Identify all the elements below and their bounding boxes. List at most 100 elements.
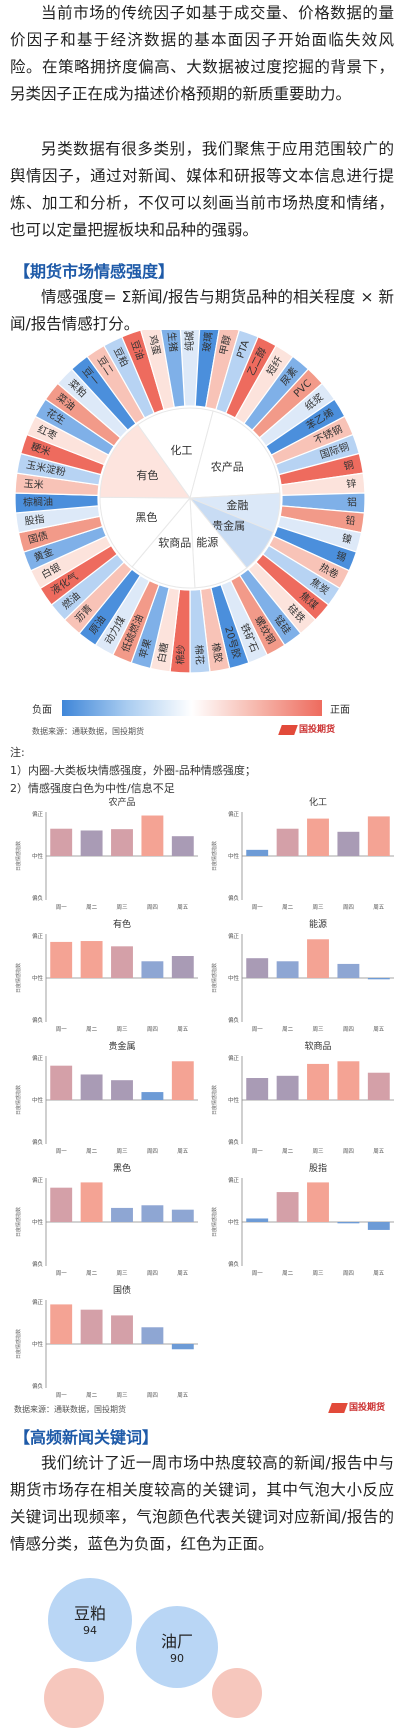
outer-label: 白糖 [155, 642, 171, 664]
source-note-2: 数据来源：通联数据，国投期货 [14, 1405, 126, 1414]
panel-7: 股指 日度情感指数 偏正 中性 偏负 周一 周二 周三 周四 周五 [208, 1162, 398, 1280]
panel-4: 贵金属 日度情感指数 偏正 中性 偏负 周一 周二 周三 周四 周五 [12, 1040, 202, 1158]
bar [367, 1072, 390, 1100]
y-tick-label: 中性 [228, 1096, 240, 1104]
bar [307, 1063, 329, 1100]
y-tick-label: 中性 [32, 974, 44, 982]
y-tick-label: 偏负 [32, 1260, 44, 1268]
x-tick-label: 周三 [312, 1270, 324, 1277]
inner-label: 有色 [136, 468, 158, 482]
panel-6: 黑色 日度情感指数 偏正 中性 偏负 周一 周二 周三 周四 周五 [12, 1162, 202, 1280]
outer-label: 锌 [346, 477, 357, 491]
y-tick-label: 中性 [32, 1096, 44, 1104]
y-tick-label: 偏正 [228, 932, 240, 940]
x-tick-label: 周四 [147, 1148, 158, 1155]
x-tick-label: 周四 [147, 1392, 158, 1399]
y-tick-label: 中性 [228, 1218, 240, 1226]
y-tick-label: 偏正 [32, 932, 44, 940]
x-tick-label: 周三 [116, 1270, 128, 1277]
y-tick-label: 偏负 [228, 1016, 240, 1024]
formula-text: 情感强度= Σ新闻/报告与期货品种的相关程度 × 新闻/报告情感打分。 [10, 288, 394, 333]
outer-label: 棉花 [192, 644, 206, 665]
y-tick-label: 偏负 [228, 1260, 240, 1268]
bar [276, 828, 299, 856]
x-tick-label: 周五 [373, 1148, 385, 1155]
bar [276, 961, 299, 978]
x-tick-label: 周一 [56, 1148, 68, 1155]
outer-label: 纯碱 [183, 331, 196, 351]
keyword-bubble: 豆粕 94 [48, 1578, 132, 1662]
y-axis-label: 日度情感指数 [15, 1085, 22, 1115]
outer-label: 橡胶 [209, 642, 225, 664]
bar [367, 1222, 390, 1230]
y-tick-label: 偏负 [228, 1138, 240, 1146]
x-tick-label: 周三 [116, 1392, 128, 1399]
note-2: 2）情感强度白色为中性/信息不足 [10, 782, 175, 795]
bar [367, 978, 390, 980]
panel-8: 国债 日度情感指数 偏正 中性 偏负 周一 周二 周三 周四 周五 [12, 1284, 202, 1402]
bar [141, 961, 164, 978]
y-tick-label: 偏负 [32, 1382, 44, 1390]
x-tick-label: 周一 [252, 1148, 264, 1155]
bubble-count: 94 [83, 1624, 97, 1637]
bar [80, 941, 103, 978]
inner-label: 农产品 [211, 460, 244, 474]
outer-label: 铜 [343, 459, 355, 473]
bar [111, 946, 133, 978]
bar [141, 1205, 164, 1222]
y-axis-label: 日度情感指数 [211, 963, 218, 993]
section-title-keywords: 【高频新闻关键词】 [14, 1428, 159, 1447]
x-tick-label: 周三 [312, 904, 324, 911]
bar [50, 1065, 73, 1100]
x-tick-label: 周五 [373, 1270, 385, 1277]
x-tick-label: 周四 [343, 1026, 354, 1033]
bar [337, 831, 360, 856]
y-axis-label: 日度情感指数 [211, 1085, 218, 1115]
bar [171, 956, 194, 978]
panel-title: 国债 [113, 1284, 131, 1296]
x-tick-label: 周三 [312, 1026, 324, 1033]
x-tick-label: 周五 [373, 904, 385, 911]
bar [307, 818, 329, 856]
panel-title: 贵金属 [108, 1040, 135, 1052]
y-tick-label: 中性 [32, 852, 44, 860]
y-tick-label: 偏正 [228, 1054, 240, 1062]
x-tick-label: 周二 [86, 1026, 98, 1033]
brand-name: 国投期货 [299, 725, 336, 735]
panel-title: 股指 [309, 1162, 327, 1174]
bubble-word: 油厂 [160, 1632, 193, 1651]
y-tick-label: 中性 [32, 1340, 44, 1348]
x-tick-label: 周五 [177, 1270, 189, 1277]
bar [171, 1344, 194, 1350]
x-tick-label: 周三 [116, 904, 128, 911]
y-tick-label: 偏正 [32, 1054, 44, 1062]
y-axis-label: 日度情感指数 [211, 841, 218, 871]
outer-label: 棉纱 [173, 644, 187, 665]
bar [171, 836, 194, 856]
y-tick-label: 偏正 [32, 1298, 44, 1306]
x-tick-label: 周一 [252, 904, 264, 911]
x-tick-label: 周二 [282, 904, 294, 911]
inner-label: 贵金属 [212, 519, 245, 533]
x-tick-label: 周五 [177, 1148, 189, 1155]
x-tick-label: 周五 [177, 904, 189, 911]
y-tick-label: 偏正 [228, 1176, 240, 1184]
x-tick-label: 周三 [116, 1026, 128, 1033]
panel-2: 有色 日度情感指数 偏正 中性 偏负 周一 周二 周三 周四 周五 [12, 918, 202, 1036]
x-tick-label: 周二 [86, 1392, 98, 1399]
bar [80, 1309, 103, 1344]
x-tick-label: 周四 [343, 1148, 354, 1155]
x-tick-label: 周四 [147, 1026, 158, 1033]
bubble-count: 90 [170, 1652, 184, 1665]
bar [276, 1075, 299, 1100]
y-axis-label: 日度情感指数 [15, 1329, 22, 1359]
brand-logo-1: 国投期货 [278, 722, 336, 735]
y-axis-label: 日度情感指数 [15, 963, 22, 993]
x-tick-label: 周一 [56, 904, 68, 911]
panel-3: 能源 日度情感指数 偏正 中性 偏负 周一 周二 周三 周四 周五 [208, 918, 398, 1036]
panel-title: 有色 [113, 918, 131, 930]
inner-label: 能源 [196, 535, 218, 549]
